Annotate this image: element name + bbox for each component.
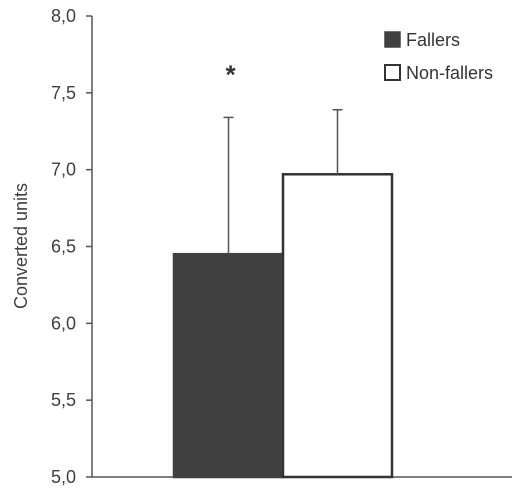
y-tick-label: 5,5 [51, 390, 76, 410]
legend-swatch-non-fallers [384, 64, 401, 81]
y-tick-label: 6,0 [51, 313, 76, 333]
y-tick-label: 6,5 [51, 237, 76, 257]
y-tick-label: 7,0 [51, 160, 76, 180]
significance-asterisk: * [225, 59, 236, 89]
bars-group [172, 173, 394, 479]
legend: Fallers Non-fallers [384, 30, 493, 83]
y-axis: 5,0 5,5 6,0 6,5 7,0 7,5 8,0 [51, 6, 93, 487]
bar-fallers [172, 252, 285, 479]
legend-swatch-fallers [384, 31, 401, 48]
y-tick-label: 8,0 [51, 6, 76, 26]
y-axis-label: Converted units [11, 183, 31, 309]
error-bars-group [223, 108, 343, 255]
legend-label-non-fallers: Non-fallers [406, 63, 493, 83]
bar-non-fallers [281, 173, 394, 479]
y-tick-label: 5,0 [51, 467, 76, 487]
y-tick-label: 7,5 [51, 83, 76, 103]
legend-label-fallers: Fallers [406, 30, 460, 50]
